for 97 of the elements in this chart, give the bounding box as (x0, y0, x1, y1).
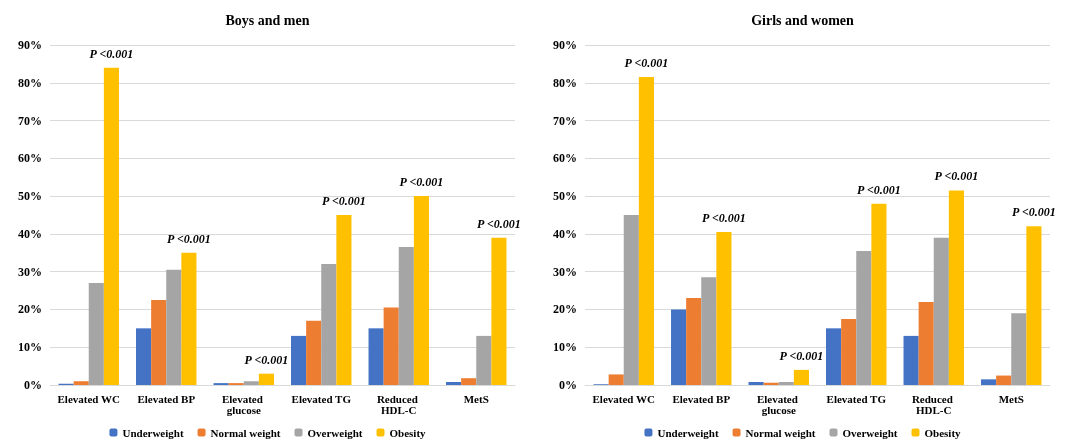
bar (608, 374, 624, 385)
legend-label: Overweight (307, 426, 363, 439)
x-tick-label: Elevated BP (137, 392, 196, 405)
bar (103, 67, 119, 385)
bar (476, 335, 492, 385)
annotation: P <0.001 (1012, 205, 1056, 220)
y-tick-label: 30% (18, 264, 42, 279)
annotation: P <0.001 (244, 352, 289, 367)
bar (826, 328, 842, 385)
annotation: P <0.001 (702, 211, 746, 225)
bar (918, 301, 934, 385)
y-tick-label: 50% (553, 189, 577, 204)
bar (1026, 226, 1042, 385)
x-tick-label: Reduced HDL-C (911, 392, 956, 416)
annotation: P <0.001 (779, 348, 824, 363)
bar (291, 335, 307, 385)
bar (623, 215, 639, 385)
annotation: P <0.001 (89, 46, 134, 61)
y-tick-label: 60% (18, 151, 42, 166)
bar (398, 247, 414, 385)
bar (948, 190, 964, 385)
y-tick-label: 90% (18, 38, 42, 52)
x-tick-label: Elevated glucose (221, 392, 266, 416)
y-tick-label: 70% (553, 113, 577, 128)
y-tick-label: 20% (18, 302, 42, 317)
y-tick-label: 0% (24, 378, 42, 392)
x-tick-label: Elevated BP (672, 392, 731, 405)
legend-label: Underweight (122, 426, 184, 439)
annotation: P <0.001 (857, 182, 901, 197)
x-tick-label: Elevated WC (57, 392, 121, 405)
bar (748, 381, 764, 385)
bar (903, 335, 919, 385)
bar (461, 378, 477, 385)
bar (981, 379, 997, 385)
annotation: P <0.001 (322, 194, 366, 208)
bar (716, 232, 732, 385)
bar (933, 237, 949, 385)
x-tick-label: Elevated glucose (756, 392, 801, 416)
bar (368, 328, 384, 385)
y-tick-label: 20% (553, 302, 577, 317)
bar (871, 203, 887, 385)
bar (701, 277, 717, 385)
x-tick-label: Elevated TG (826, 392, 887, 405)
bar (671, 309, 687, 385)
legend-label: Underweight (657, 426, 719, 439)
bar (321, 264, 337, 385)
y-tick-label: 90% (553, 38, 577, 52)
bar (856, 250, 872, 385)
y-tick-label: 40% (18, 226, 42, 241)
y-tick-label: 70% (18, 113, 42, 128)
bar (491, 237, 507, 385)
legend-label: Obesity (924, 426, 962, 439)
bar (638, 77, 654, 385)
chart-title: Boys and men (225, 12, 310, 28)
bar (243, 381, 259, 385)
bar (136, 328, 152, 385)
bar (166, 269, 182, 385)
legend-label: Obesity (389, 426, 427, 439)
y-tick-label: 30% (553, 264, 577, 279)
bar (151, 300, 167, 385)
legend-label: Overweight (842, 426, 898, 439)
annotation: P <0.001 (399, 175, 444, 190)
legend-label: Normal weight (745, 426, 816, 439)
annotation: P <0.001 (624, 56, 669, 71)
y-tick-label: 50% (18, 189, 42, 204)
bar (413, 196, 429, 385)
bar (88, 283, 104, 385)
bar (73, 381, 89, 385)
bar (1011, 313, 1027, 385)
y-tick-label: 60% (553, 151, 577, 166)
legend-label: Normal weight (210, 426, 281, 439)
x-tick-label: Elevated TG (291, 392, 352, 405)
y-tick-label: 40% (553, 226, 577, 241)
bar (996, 375, 1012, 385)
bar (793, 369, 809, 385)
y-tick-label: 10% (553, 340, 577, 355)
annotation: P <0.001 (167, 231, 211, 246)
bar (841, 318, 857, 385)
bar (181, 252, 197, 385)
y-tick-label: 80% (553, 75, 577, 90)
x-tick-label: MetS (998, 392, 1024, 405)
annotation: P <0.001 (934, 169, 979, 184)
bar (446, 381, 462, 385)
bar (258, 373, 274, 385)
bar (778, 381, 794, 385)
bar (336, 215, 352, 385)
bar (306, 320, 322, 385)
y-tick-label: 0% (559, 378, 577, 392)
y-tick-label: 10% (18, 340, 42, 355)
x-tick-label: Elevated WC (592, 392, 656, 405)
x-tick-label: Reduced HDL-C (376, 392, 421, 416)
chart-title: Girls and women (751, 12, 855, 28)
annotation: P <0.001 (477, 216, 521, 231)
bar (383, 307, 399, 385)
bar (686, 298, 702, 385)
y-tick-label: 80% (18, 75, 42, 90)
x-tick-label: MetS (463, 392, 489, 405)
